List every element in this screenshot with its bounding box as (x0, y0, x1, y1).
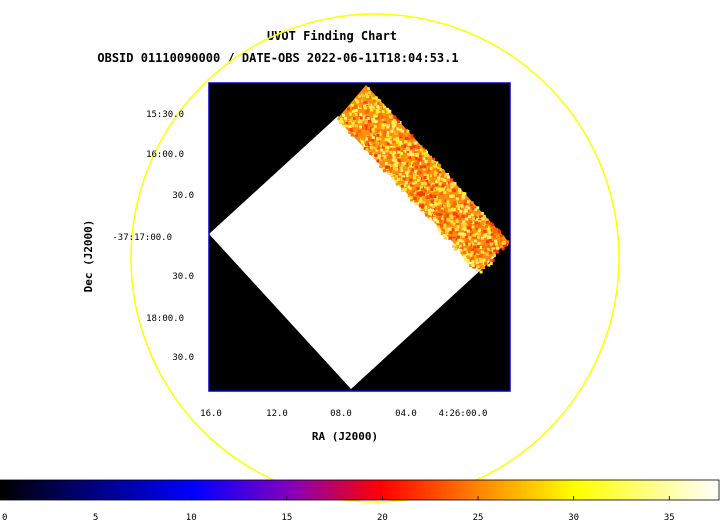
colorbar-tick-label: 15 (281, 513, 292, 521)
x-tick-label: 16.0 (200, 409, 222, 419)
y-tick-label: 15:30.0 (146, 110, 184, 120)
colorbar-tick-label: 25 (473, 513, 484, 521)
x-tick-label: 04.0 (395, 409, 417, 419)
colorbar-ticks: 0 5 10 15 20 25 30 35 (0, 496, 675, 521)
colorbar-tick-label: 30 (568, 513, 579, 521)
saturated-exposure-region (209, 116, 496, 389)
y-tick-label: 30.0 (172, 353, 194, 363)
y-tick-label: 30.0 (172, 272, 194, 282)
chart-title: UVOT Finding Chart (267, 29, 397, 43)
y-tick-label: 30.0 (172, 191, 194, 201)
colorbar-tick-label: 20 (377, 513, 388, 521)
colorbar-tick-label: 0 (2, 513, 7, 521)
x-tick-label: 12.0 (266, 409, 288, 419)
chart-subtitle: OBSID 01110090000 / DATE-OBS 2022-06-11T… (97, 51, 458, 65)
y-tick-label: 16:00.0 (146, 150, 184, 160)
colorbar-tick-label: 35 (664, 513, 675, 521)
colorbar-tick-label: 10 (186, 513, 197, 521)
x-axis-ticks: 16.0 12.0 08.0 04.0 4:26:00.0 (200, 409, 487, 419)
x-tick-label: 4:26:00.0 (439, 409, 488, 419)
colorbar (0, 479, 720, 501)
y-tick-label: -37:17:00.0 (112, 233, 172, 243)
y-tick-label: 18:00.0 (146, 314, 184, 324)
field-of-view-circle (130, 13, 620, 503)
y-axis-label: Dec (J2000) (82, 220, 95, 293)
colorbar-tick-label: 5 (93, 513, 98, 521)
x-axis-label: RA (J2000) (312, 430, 378, 443)
image-frame (208, 82, 511, 392)
x-tick-label: 08.0 (330, 409, 352, 419)
image-panel (209, 83, 510, 391)
y-axis-ticks: 15:30.0 16:00.0 30.0 -37:17:00.0 30.0 18… (112, 110, 194, 363)
